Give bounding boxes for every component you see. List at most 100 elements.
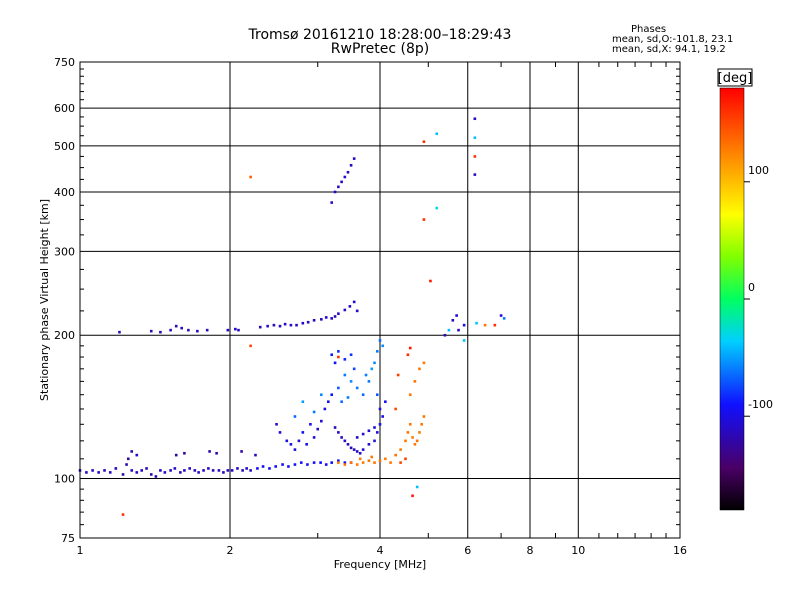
echo-point bbox=[237, 328, 240, 332]
echo-point bbox=[312, 318, 316, 322]
echo-point bbox=[309, 422, 312, 426]
echo-point bbox=[346, 170, 350, 174]
echo-point bbox=[343, 358, 347, 361]
echo-point bbox=[275, 422, 278, 426]
echo-point bbox=[340, 180, 343, 184]
echo-point bbox=[320, 393, 323, 397]
echo-point bbox=[352, 300, 356, 304]
echo-point bbox=[319, 461, 322, 464]
y-tick-label: 200 bbox=[54, 329, 75, 342]
y-tick-label: 100 bbox=[54, 473, 75, 486]
echo-point bbox=[355, 436, 359, 439]
echo-point bbox=[418, 367, 421, 371]
echo-point bbox=[236, 467, 239, 470]
echo-point bbox=[197, 471, 200, 474]
echo-point bbox=[375, 350, 379, 353]
echo-point bbox=[337, 386, 340, 390]
echo-point bbox=[295, 323, 298, 327]
echo-point bbox=[316, 427, 320, 431]
echo-point bbox=[418, 431, 421, 434]
colorbar-tick-label: -100 bbox=[748, 398, 773, 411]
echo-point bbox=[230, 469, 234, 472]
echo-point bbox=[346, 443, 350, 446]
echo-point bbox=[108, 471, 112, 474]
echo-point bbox=[349, 446, 353, 450]
echo-point bbox=[473, 136, 477, 140]
echo-point bbox=[324, 316, 328, 319]
echo-point bbox=[211, 469, 215, 472]
echo-point bbox=[337, 461, 340, 464]
echo-point bbox=[352, 448, 356, 451]
echo-point bbox=[297, 439, 301, 443]
x-tick-label: 10 bbox=[571, 544, 585, 557]
echo-point bbox=[97, 471, 100, 474]
echo-point bbox=[333, 190, 337, 194]
echo-point bbox=[135, 453, 139, 457]
echo-point bbox=[483, 323, 487, 327]
echo-point bbox=[174, 453, 178, 457]
echo-point bbox=[103, 469, 106, 472]
echo-point bbox=[355, 309, 359, 313]
echo-point bbox=[266, 324, 269, 328]
echo-point bbox=[404, 457, 407, 461]
echo-point bbox=[473, 173, 477, 176]
echo-point bbox=[462, 339, 466, 342]
echo-point bbox=[222, 471, 225, 474]
echo-point bbox=[320, 318, 323, 321]
echo-point bbox=[378, 339, 382, 342]
echo-point bbox=[268, 467, 271, 470]
echo-point bbox=[327, 400, 330, 404]
echo-point bbox=[373, 426, 376, 429]
echo-point bbox=[415, 485, 419, 489]
echo-point bbox=[183, 469, 186, 472]
plot-frame bbox=[79, 61, 681, 539]
echo-point bbox=[475, 321, 478, 325]
echo-point bbox=[343, 461, 347, 464]
echo-point bbox=[261, 465, 265, 468]
echo-point bbox=[173, 467, 177, 470]
echo-point bbox=[256, 467, 259, 470]
echo-point bbox=[367, 443, 371, 446]
echo-point bbox=[312, 436, 316, 439]
echo-point bbox=[411, 436, 414, 439]
echo-point bbox=[493, 323, 497, 327]
y-axis-label: Stationary phase Virtual Height [km] bbox=[38, 199, 51, 401]
echo-point bbox=[337, 312, 340, 315]
echo-point bbox=[226, 469, 230, 472]
echo-point bbox=[361, 432, 365, 436]
echo-point bbox=[378, 422, 382, 426]
echo-point bbox=[361, 393, 365, 397]
echo-point bbox=[422, 415, 426, 418]
echo-point bbox=[352, 157, 356, 160]
echo-point bbox=[349, 380, 353, 383]
x-axis-label: Frequency [MHz] bbox=[334, 558, 426, 571]
echo-point bbox=[358, 457, 362, 461]
echo-point bbox=[429, 279, 432, 283]
echo-point bbox=[337, 355, 340, 359]
echo-point bbox=[130, 469, 134, 472]
echo-point bbox=[473, 117, 477, 121]
echo-point bbox=[272, 323, 276, 327]
echo-point bbox=[333, 361, 337, 365]
echo-point bbox=[447, 328, 451, 332]
echo-point bbox=[301, 431, 305, 434]
echo-point bbox=[169, 469, 172, 472]
echo-point bbox=[415, 439, 419, 443]
echo-point bbox=[183, 451, 186, 455]
echo-point bbox=[293, 415, 297, 418]
echo-point bbox=[202, 469, 205, 472]
x-tick-label: 1 bbox=[77, 544, 84, 557]
chart-title-line1: Tromsø 20161210 18:28:00–18:29:43 bbox=[248, 27, 512, 43]
echo-point bbox=[399, 461, 402, 464]
y-tick-label: 750 bbox=[54, 56, 75, 69]
echo-point bbox=[85, 471, 88, 474]
echo-point bbox=[389, 461, 392, 464]
echo-point bbox=[435, 132, 439, 136]
echo-point bbox=[287, 465, 290, 468]
phases-line-x: mean, sd,X: 94.1, 19.2 bbox=[612, 44, 726, 55]
echo-point bbox=[208, 450, 211, 453]
echo-point bbox=[343, 373, 347, 377]
echo-point bbox=[361, 461, 365, 464]
phases-heading: Phases bbox=[631, 24, 667, 35]
echo-point bbox=[337, 459, 340, 463]
